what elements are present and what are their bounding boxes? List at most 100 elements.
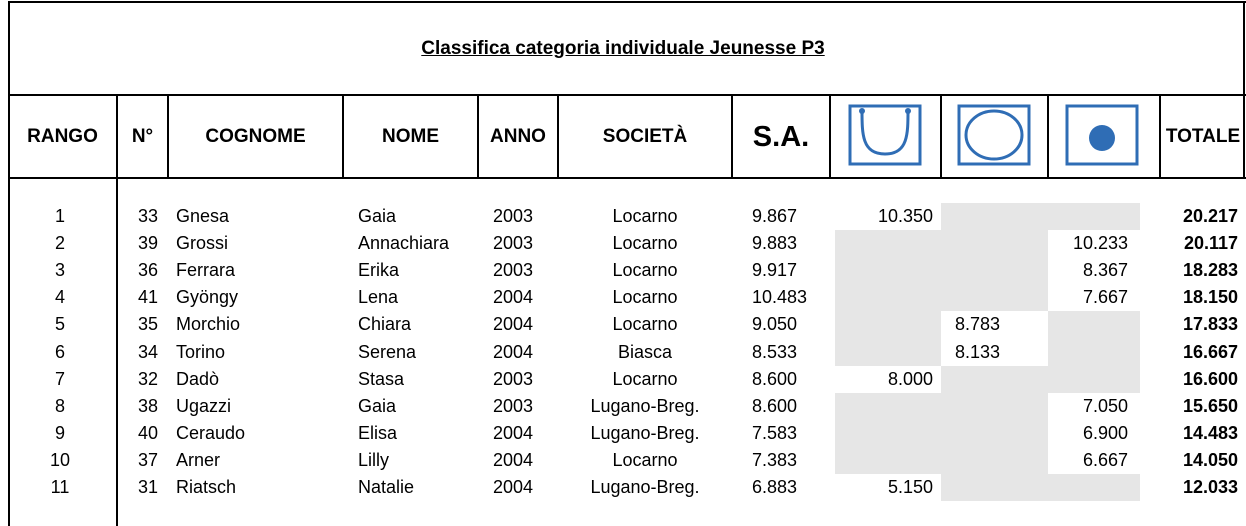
cell: Gnesa	[176, 206, 230, 226]
cell: 37	[137, 449, 158, 470]
cell: 2004	[493, 422, 534, 443]
cell: 8.367	[1082, 260, 1128, 281]
ball-icon	[1065, 104, 1139, 166]
cell: 8.133	[955, 341, 1001, 362]
total-cell: 17.833	[1182, 314, 1238, 335]
empty-cell	[835, 446, 941, 475]
empty-cell	[1048, 365, 1140, 393]
border	[557, 95, 559, 178]
border	[8, 1, 10, 526]
border	[8, 94, 1246, 96]
cell: 7.583	[752, 422, 798, 443]
cell: 4	[54, 287, 65, 308]
cell: Lugano-Breg.	[590, 422, 700, 443]
empty-cell	[1048, 203, 1140, 231]
cell: Gaia	[358, 206, 397, 226]
cell: 10.350	[877, 206, 933, 226]
header-cell: TOTALE	[1165, 126, 1241, 147]
cell: 36	[137, 260, 158, 281]
cell: Lena	[358, 287, 399, 308]
border	[1159, 95, 1161, 178]
header-cell: RANGO	[27, 126, 98, 147]
empty-cell	[941, 365, 1048, 393]
cell: 38	[137, 395, 158, 416]
cell: 41	[137, 287, 158, 308]
cell: 8	[54, 395, 65, 416]
cell: Ferrara	[176, 260, 236, 281]
cell: Ugazzi	[176, 395, 232, 416]
cell: 2003	[493, 368, 534, 389]
cell: 6.667	[1082, 449, 1128, 470]
cell: Erika	[358, 260, 400, 281]
title: Classifica categoria individuale Jeuness…	[421, 38, 825, 59]
circle-icon	[957, 104, 1031, 166]
cell: 2004	[493, 314, 534, 335]
header-cell: N°	[131, 126, 154, 147]
border	[8, 177, 1246, 179]
cell: Ceraudo	[176, 422, 246, 443]
header-cell: SOCIETÀ	[602, 126, 688, 147]
cell: 9.050	[752, 314, 798, 335]
empty-cell	[941, 203, 1048, 231]
cell: 40	[137, 422, 158, 443]
cell: 8.783	[955, 314, 1001, 335]
cell: 10.233	[1072, 233, 1128, 254]
empty-cell	[835, 311, 941, 339]
cell: Gyöngy	[176, 287, 239, 308]
empty-cell	[941, 419, 1048, 447]
cell: Arner	[176, 449, 221, 470]
cell: Serena	[358, 341, 417, 362]
cell: Locarno	[612, 206, 678, 226]
cell: 2	[54, 233, 65, 254]
empty-cell	[835, 419, 941, 447]
cell: Dadò	[176, 368, 220, 389]
empty-cell	[941, 230, 1048, 258]
total-cell: 18.150	[1182, 287, 1238, 308]
header-cell: ANNO	[490, 126, 546, 147]
cell: 2004	[493, 477, 534, 497]
empty-cell	[1048, 311, 1140, 339]
empty-cell	[941, 257, 1048, 285]
cell: 33	[137, 206, 158, 226]
cell: 31	[137, 477, 158, 497]
cell: 1	[54, 206, 65, 226]
empty-cell	[941, 474, 1048, 502]
cell: Lugano-Breg.	[590, 477, 700, 497]
cell: 10.483	[752, 287, 808, 308]
border	[342, 95, 344, 178]
total-cell: 16.600	[1182, 368, 1238, 389]
cell: Locarno	[612, 314, 678, 335]
cell: 6.883	[752, 477, 798, 497]
cell: 32	[137, 368, 158, 389]
cell: 2003	[493, 260, 534, 281]
empty-cell	[835, 338, 941, 366]
cell: Riatsch	[176, 477, 237, 497]
cell: 2004	[493, 341, 534, 362]
cell: 39	[137, 233, 158, 254]
cell: 2003	[493, 206, 534, 226]
cell: Stasa	[358, 368, 405, 389]
cell: Biasca	[617, 341, 673, 362]
empty-cell	[835, 230, 941, 258]
border	[829, 95, 831, 178]
header-cell: COGNOME	[205, 126, 306, 147]
empty-cell	[1048, 474, 1140, 502]
cell: 2004	[493, 287, 534, 308]
cell: 8.000	[887, 368, 933, 389]
cell: 7	[54, 368, 65, 389]
empty-cell	[941, 284, 1048, 312]
cell: Chiara	[358, 314, 412, 335]
border	[116, 177, 118, 526]
cell: 35	[137, 314, 158, 335]
total-cell: 16.667	[1182, 341, 1238, 362]
total-cell: 14.483	[1182, 422, 1238, 443]
cell: Locarno	[612, 233, 678, 254]
cell: 8.600	[752, 368, 798, 389]
cell: Elisa	[358, 422, 398, 443]
cell: Lilly	[358, 449, 390, 470]
border	[731, 95, 733, 178]
empty-cell	[835, 284, 941, 312]
cell: 9.867	[752, 206, 798, 226]
empty-cell	[835, 257, 941, 285]
